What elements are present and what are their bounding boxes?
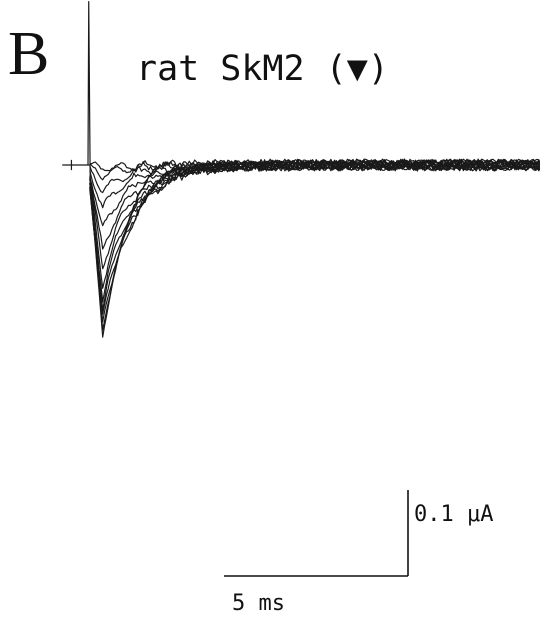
current-trace-8 xyxy=(89,158,540,289)
current-trace-14 xyxy=(89,158,540,338)
stimulus-artifact xyxy=(87,1,91,183)
current-traces xyxy=(62,1,540,338)
scale-bar: 5 ms 0.1 μA xyxy=(224,490,493,616)
current-trace-3 xyxy=(89,158,540,194)
panel-letter: B xyxy=(8,20,49,88)
panel-title: rat SkM2 (▼) xyxy=(136,49,389,89)
current-trace-13 xyxy=(89,158,540,331)
current-trace-11 xyxy=(89,158,540,315)
current-scale-label: 0.1 μA xyxy=(414,502,493,527)
current-trace-6 xyxy=(89,158,540,250)
time-scale-label: 5 ms xyxy=(232,591,285,616)
baseline-marker xyxy=(62,159,90,171)
